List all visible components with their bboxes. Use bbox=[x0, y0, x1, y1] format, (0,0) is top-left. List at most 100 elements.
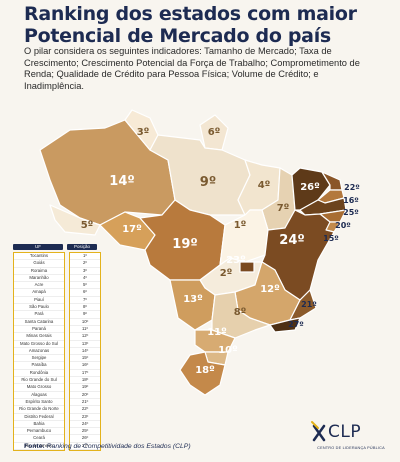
rank-label-to: 1º bbox=[234, 220, 247, 231]
table-cell-uf: Rondônia bbox=[14, 370, 64, 378]
table-cell-position: 22º bbox=[70, 406, 100, 414]
table-header-position: Posição bbox=[67, 244, 97, 250]
rank-label-am: 14º bbox=[109, 174, 134, 189]
rank-label-go: 2º bbox=[220, 268, 233, 279]
table-cell-uf: Amazonas bbox=[14, 348, 64, 356]
logo-text: CLP bbox=[328, 422, 362, 442]
table-cell-uf: Rio Grande do Norte bbox=[14, 406, 64, 414]
table-cell-uf: Sergipe bbox=[14, 355, 64, 363]
table-column-position: 1º 2º 3º 4º 5º 6º 7º 8º 9º 10º 11º 12º 13º 14º 15º 16º 1… bbox=[69, 252, 101, 452]
table-cell-uf: Amapá bbox=[14, 289, 64, 297]
rank-label-ac: 5º bbox=[81, 220, 94, 231]
table-cell-position: 15º bbox=[70, 355, 100, 363]
intro-text: O pilar considera os seguintes indicador… bbox=[24, 46, 360, 91]
state-rj bbox=[269, 317, 301, 333]
table-cell-position: 18º bbox=[70, 377, 100, 385]
rank-label-pb: 16º bbox=[343, 196, 359, 205]
table-cell-position: 12º bbox=[70, 333, 100, 341]
table-cell-uf: Paraíba bbox=[14, 362, 64, 370]
table-cell-uf: Mato Grosso do Sul bbox=[14, 341, 64, 348]
table-cell-position: 20º bbox=[70, 392, 100, 399]
rank-label-rn: 22º bbox=[344, 183, 360, 192]
table-cell-position: 5º bbox=[70, 282, 100, 290]
table-cell-position: 17º bbox=[70, 370, 100, 378]
state-es bbox=[289, 289, 317, 321]
table-cell-position: 4º bbox=[70, 275, 100, 283]
table-cell-position: 21º bbox=[70, 399, 100, 407]
rank-label-pi: 7º bbox=[277, 203, 290, 214]
table-cell-position: 19º bbox=[70, 384, 100, 392]
table-cell-position: 9º bbox=[70, 311, 100, 319]
table-cell-uf: Pernambuco bbox=[14, 428, 64, 436]
table-cell-uf: Alagoas bbox=[14, 392, 64, 399]
table-cell-uf: Rio de Janeiro bbox=[14, 443, 64, 451]
table-cell-uf: Maranhão bbox=[14, 275, 64, 283]
rank-label-df: 23º bbox=[226, 255, 246, 266]
page-title: Ranking dos estados com maior Potencial … bbox=[24, 3, 357, 47]
state-rs bbox=[179, 351, 226, 396]
table-cell-position: 7º bbox=[70, 297, 100, 305]
rank-label-rj: 27º bbox=[288, 320, 304, 329]
table-cell-uf: Paraná bbox=[14, 326, 64, 334]
table-cell-position: 11º bbox=[70, 326, 100, 334]
table-cell-position: 3º bbox=[70, 268, 100, 275]
table-cell-position: 1º bbox=[70, 253, 100, 261]
rank-label-ce: 26º bbox=[300, 182, 320, 193]
table-cell-position: 8º bbox=[70, 304, 100, 312]
rank-label-es: 21º bbox=[301, 300, 317, 309]
table-cell-uf: Distrito Federal bbox=[14, 414, 64, 421]
table-cell-position: 24º bbox=[70, 421, 100, 429]
rank-label-rs: 18º bbox=[195, 365, 215, 376]
table-cell-position: 2º bbox=[70, 260, 100, 268]
rank-label-ap: 6º bbox=[208, 127, 221, 138]
rank-label-pe: 25º bbox=[343, 208, 359, 217]
state-rr bbox=[124, 109, 159, 151]
table-cell-position: 6º bbox=[70, 289, 100, 297]
rank-label-sc: 10º bbox=[218, 345, 238, 356]
table-cell-position: 14º bbox=[70, 348, 100, 356]
table-cell-uf: Rio Grande do Sul bbox=[14, 377, 64, 385]
state-sp bbox=[211, 291, 271, 339]
state-df bbox=[239, 261, 255, 273]
table-cell-uf: Roraima bbox=[14, 268, 64, 275]
rank-label-ba: 24º bbox=[279, 233, 304, 248]
table-header-uf: UF bbox=[13, 244, 63, 250]
table-cell-position: 10º bbox=[70, 319, 100, 326]
clp-logo-icon bbox=[311, 421, 326, 442]
source-note: Fonte: Ranking de Competitividade dos Es… bbox=[24, 443, 191, 450]
table-cell-uf: Goiás bbox=[14, 260, 64, 268]
rank-label-ms: 13º bbox=[183, 294, 203, 305]
rank-label-se: 15º bbox=[323, 234, 339, 243]
table-cell-uf: Acre bbox=[14, 282, 64, 290]
table-cell-uf: Piauí bbox=[14, 297, 64, 305]
rank-label-sp: 8º bbox=[234, 307, 247, 318]
rank-label-pa: 9º bbox=[200, 175, 216, 190]
table-cell-uf: Pará bbox=[14, 311, 64, 319]
source-text: Ranking de Competitividade dos Estados (… bbox=[46, 443, 191, 450]
table-cell-uf: Mato Grosso bbox=[14, 384, 64, 392]
state-ap bbox=[199, 114, 229, 151]
table-cell-uf: Ceará bbox=[14, 435, 64, 443]
table-cell-position: 13º bbox=[70, 341, 100, 348]
table-cell-uf: Bahia bbox=[14, 421, 64, 429]
table-column-uf: Tocantins Goiás Roraima Maranhão Acre Amapá Pi… bbox=[13, 252, 65, 452]
table-cell-position: 16º bbox=[70, 362, 100, 370]
rank-label-mt: 19º bbox=[172, 237, 197, 252]
table-cell-position: 23º bbox=[70, 414, 100, 421]
table-cell-position: 27º bbox=[70, 443, 100, 451]
rank-label-mg: 12º bbox=[260, 284, 280, 295]
table-cell-uf: São Paulo bbox=[14, 304, 64, 312]
rank-label-rr: 3º bbox=[137, 127, 150, 138]
rank-label-al: 20º bbox=[335, 221, 351, 230]
state-ac bbox=[49, 204, 101, 236]
table-cell-position: 26º bbox=[70, 435, 100, 443]
rank-label-pr: 11º bbox=[207, 327, 227, 338]
rank-label-ma: 4º bbox=[258, 180, 271, 191]
logo-subtitle: CENTRO DE LIDERANÇA PÚBLICA bbox=[317, 446, 385, 450]
table-cell-uf: Espírito Santo bbox=[14, 399, 64, 407]
table-cell-uf: Tocantins bbox=[14, 253, 64, 261]
rank-label-ro: 17º bbox=[122, 224, 142, 235]
source-label: Fonte: bbox=[24, 443, 45, 450]
table-cell-uf: Santa Catarina bbox=[14, 319, 64, 326]
